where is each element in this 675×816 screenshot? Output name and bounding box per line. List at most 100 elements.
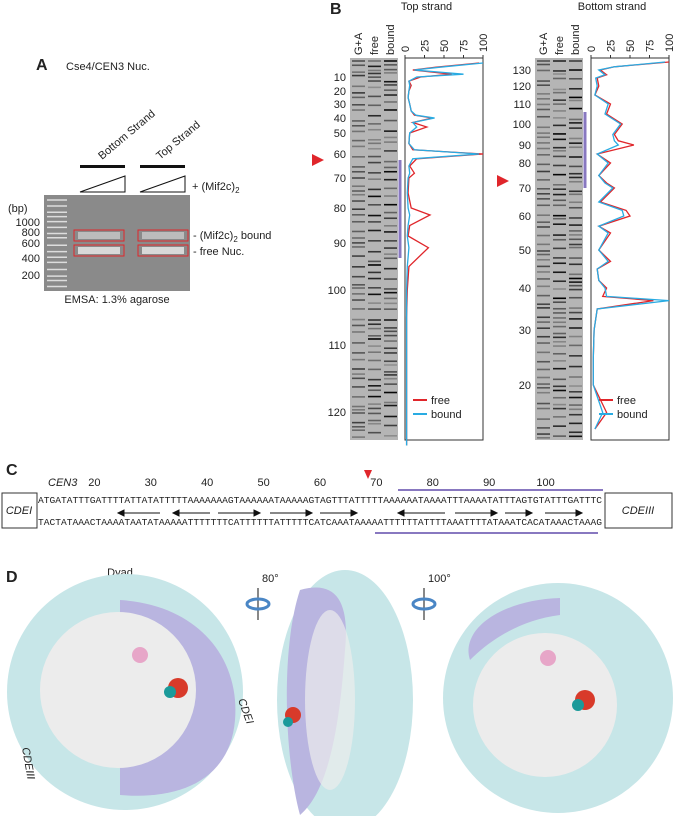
gel — [350, 58, 398, 440]
element-label: CDEIII — [622, 505, 654, 517]
rotation-icon — [245, 588, 437, 620]
titration-wedge — [79, 175, 126, 193]
ladder-label: 200 — [22, 270, 40, 282]
x-tick-label: 25 — [606, 40, 618, 52]
lane-label: bound — [570, 24, 582, 55]
chart-title: Bottom strand — [578, 1, 646, 13]
lane-label: G+A — [538, 32, 550, 55]
x-tick-label: 50 — [439, 40, 451, 52]
position-label: 100 — [536, 477, 554, 489]
gel-band — [78, 232, 120, 239]
trace-frame — [590, 57, 670, 441]
position-label: 30 — [145, 477, 157, 489]
position-label: 80 — [427, 477, 439, 489]
panel-title: Cse4/CEN3 Nuc. — [66, 61, 150, 73]
trace-line — [592, 61, 670, 430]
x-tick-label: 0 — [586, 46, 598, 52]
position-label: 80 — [519, 158, 531, 170]
position-label: 50 — [334, 128, 346, 140]
position-label: 70 — [370, 477, 382, 489]
band-box — [73, 229, 125, 242]
ladder-label: 400 — [22, 253, 40, 265]
position-label: 60 — [314, 477, 326, 489]
ladder-label: 600 — [22, 238, 40, 250]
position-label: 40 — [201, 477, 213, 489]
ladder-label: 1000 — [16, 217, 40, 229]
legend-label: bound — [617, 409, 648, 421]
position-label: 50 — [257, 477, 269, 489]
band-label: - free Nuc. — [193, 246, 244, 258]
titrant-label: + (Mif2c)2 — [192, 181, 240, 195]
gel-band — [78, 247, 120, 254]
trace-line — [592, 61, 670, 430]
position-label: 40 — [334, 113, 346, 125]
position-label: 60 — [519, 211, 531, 223]
lane-label: free — [369, 36, 381, 55]
position-label: 50 — [519, 245, 531, 257]
titrant-text: + (Mif2c) — [192, 181, 235, 193]
legend-label: free — [617, 395, 636, 407]
dyad-marker — [497, 175, 509, 187]
x-tick-label: 25 — [420, 40, 432, 52]
x-tick-label: 50 — [625, 40, 637, 52]
locus-name: CEN3 — [48, 477, 78, 489]
lane-bar — [140, 165, 185, 168]
gel — [44, 195, 190, 291]
position-label: 80 — [334, 203, 346, 215]
x-tick-label: 75 — [645, 40, 657, 52]
rotation-label: 100° — [428, 573, 451, 585]
trace-line — [405, 62, 484, 446]
titrant-sub: 2 — [235, 186, 240, 195]
legend-label: bound — [431, 409, 462, 421]
band-box — [73, 244, 125, 257]
dyad-marker — [364, 470, 372, 479]
element-box — [604, 492, 673, 529]
position-label: 60 — [334, 149, 346, 161]
structure-right — [443, 583, 673, 813]
gel-band — [142, 232, 184, 239]
x-tick-label: 0 — [400, 46, 412, 52]
lane-bar — [80, 165, 125, 168]
structure-middle — [277, 570, 413, 816]
element-box — [1, 492, 38, 529]
lane-label: bound — [385, 24, 397, 55]
position-label: 40 — [519, 283, 531, 295]
position-label: 100 — [328, 285, 346, 297]
position-label: 120 — [328, 407, 346, 419]
panel-label: D — [6, 569, 18, 586]
panel-label: B — [330, 1, 342, 18]
band-text: bound — [238, 230, 272, 242]
position-label: 30 — [334, 99, 346, 111]
position-label: 130 — [513, 65, 531, 77]
position-label: 70 — [334, 173, 346, 185]
structure-left — [7, 574, 243, 810]
lane-label: Top Strand — [154, 119, 202, 162]
repeat-arrows — [116, 509, 584, 517]
position-label: 20 — [334, 86, 346, 98]
dyad-marker — [312, 154, 324, 166]
titration-wedge — [139, 175, 186, 193]
position-label: 20 — [88, 477, 100, 489]
band-box — [137, 229, 189, 242]
position-label: 20 — [519, 380, 531, 392]
lane-label: G+A — [353, 32, 365, 55]
trace-line — [405, 62, 484, 446]
band-label: - (Mif2c)2 bound — [193, 230, 271, 244]
position-label: 110 — [328, 340, 346, 352]
x-tick-label: 100 — [478, 34, 490, 52]
panel-label: A — [36, 57, 48, 74]
chart-title: Top strand — [401, 1, 452, 13]
band-sub: 2 — [233, 235, 238, 244]
legend-label: free — [431, 395, 450, 407]
position-label: 110 — [513, 99, 531, 111]
bottom-strand: TACTATAAACTAAAATAATATAAAAATTTTTTTCATTTTT… — [38, 518, 602, 528]
position-label: 10 — [334, 72, 346, 84]
position-label: 100 — [513, 119, 531, 131]
x-tick-label: 100 — [664, 34, 675, 52]
rotation-label: 80° — [262, 573, 279, 585]
gel-band — [142, 247, 184, 254]
element-label: CDEIII — [19, 746, 36, 780]
lane-label: free — [554, 36, 566, 55]
ladder-label: 800 — [22, 227, 40, 239]
position-label: 30 — [519, 325, 531, 337]
